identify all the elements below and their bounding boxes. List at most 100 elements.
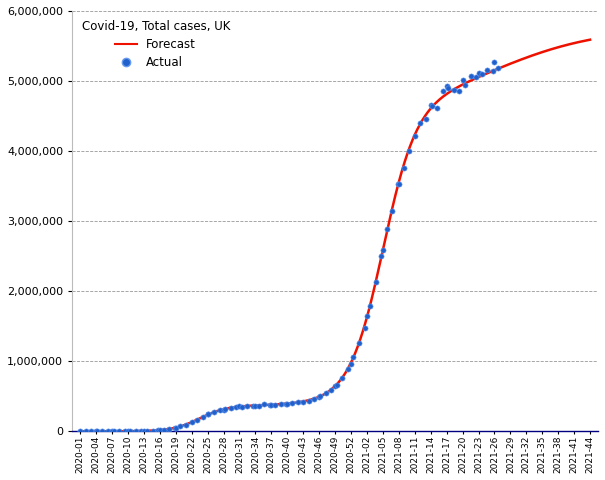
Point [182,421,191,429]
Point [125,427,135,435]
Point [488,67,498,75]
Point [442,83,451,90]
Point [454,87,464,95]
Point [220,405,230,413]
Point [165,425,174,432]
Point [376,252,386,259]
Point [198,413,208,420]
Point [218,406,228,414]
Point [458,76,468,84]
Point [489,59,499,66]
Point [232,403,241,410]
Point [170,424,180,432]
Point [131,427,141,435]
Point [81,428,91,435]
Point [260,401,269,408]
Point [139,427,149,435]
Point [348,353,358,361]
Point [203,410,212,418]
Point [266,401,276,408]
Point [416,120,425,127]
Point [382,225,391,233]
Point [410,132,420,140]
Point [474,69,483,77]
Point [287,399,297,407]
Point [243,402,252,410]
Point [97,428,107,435]
Point [237,403,247,410]
Point [443,84,453,92]
Point [248,402,258,410]
Point [187,419,197,426]
Point [477,70,486,78]
Point [153,426,163,434]
Point [427,102,436,109]
Point [114,427,124,435]
Point [421,115,431,123]
Point [209,408,219,416]
Point [378,246,388,253]
Point [330,383,340,390]
Point [343,366,353,373]
Point [215,407,224,414]
Point [304,397,313,405]
Point [265,401,275,409]
Point [426,101,436,109]
Point [283,400,292,408]
Point [226,404,235,411]
Point [171,424,180,432]
Point [393,180,403,188]
Point [298,398,308,406]
Point [315,393,325,400]
Point [270,401,280,408]
Point [362,312,372,320]
Point [471,73,481,81]
Point [365,302,375,310]
Point [103,428,113,435]
Point [466,72,476,79]
Point [159,426,169,433]
Point [120,427,129,435]
Point [203,410,213,418]
Point [326,386,336,394]
Point [338,374,347,382]
Point [449,86,459,94]
Point [87,428,96,435]
Point [92,428,102,435]
Point [371,278,381,286]
Point [404,147,414,155]
Point [235,402,244,410]
Point [432,104,442,112]
Point [315,393,324,400]
Point [354,339,364,347]
Point [253,402,263,409]
Point [360,324,370,332]
Point [137,427,146,435]
Point [494,64,503,72]
Point [107,428,117,435]
Point [91,428,101,435]
Point [276,400,286,408]
Point [175,422,185,430]
Point [123,427,132,435]
Point [155,426,165,434]
Point [460,81,470,89]
Point [75,428,85,435]
Point [482,66,492,74]
Point [332,381,341,389]
Point [394,180,404,188]
Point [438,87,448,95]
Legend: Forecast, Actual: Forecast, Actual [78,17,234,72]
Point [281,400,291,408]
Point [250,402,260,410]
Point [148,427,157,434]
Point [321,389,330,397]
Point [388,207,397,215]
Point [109,428,119,435]
Point [310,395,319,402]
Point [192,416,202,423]
Point [142,427,152,434]
Point [293,398,302,406]
Point [346,360,356,368]
Point [399,164,408,172]
